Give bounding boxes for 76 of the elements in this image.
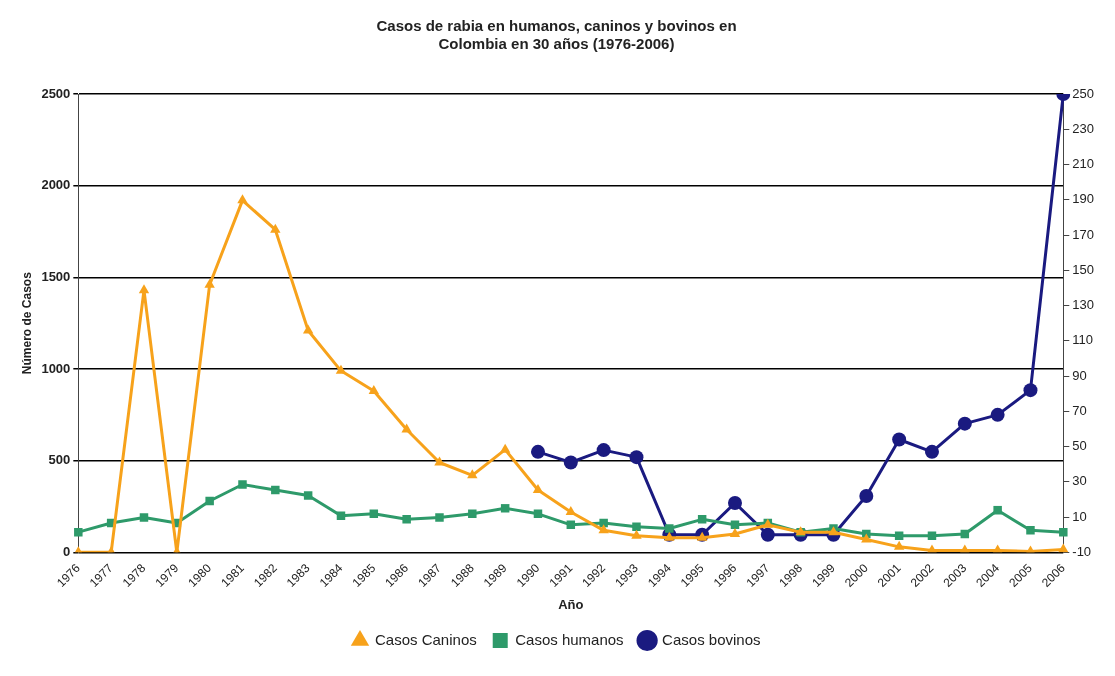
point — [1023, 383, 1038, 398]
point — [1058, 543, 1069, 553]
point — [990, 407, 1005, 422]
y2-tick-label: 70 — [1072, 402, 1087, 418]
x-axis-title: Año — [558, 596, 584, 612]
point — [892, 432, 907, 447]
point — [599, 518, 608, 528]
point — [237, 194, 248, 204]
point — [368, 385, 380, 395]
legend-label: Casos humanos — [515, 630, 624, 648]
y-tick-label: 2500 — [41, 85, 71, 101]
y2-tick-label: 250 — [1072, 85, 1095, 101]
point — [631, 529, 642, 539]
point — [499, 443, 511, 453]
point — [924, 444, 939, 459]
point — [629, 450, 644, 465]
y-axis-title: Número de Casos — [19, 271, 34, 375]
point — [596, 443, 611, 458]
point — [434, 456, 445, 466]
point — [238, 480, 247, 489]
y-tick-label: 0 — [63, 543, 71, 559]
point — [204, 278, 215, 288]
point — [563, 455, 578, 470]
point — [1026, 526, 1035, 535]
point — [530, 444, 545, 459]
point — [664, 531, 675, 541]
point — [632, 522, 641, 531]
point — [468, 509, 477, 519]
y2-tick-label: 190 — [1072, 191, 1095, 207]
point — [402, 515, 411, 524]
y2-tick-label: -10 — [1072, 543, 1092, 559]
y2-tick-label: 50 — [1072, 438, 1087, 454]
point — [598, 524, 609, 534]
point — [401, 423, 412, 433]
y2-tick-label: 170 — [1072, 226, 1095, 242]
point — [303, 491, 313, 500]
point — [435, 513, 444, 522]
point — [729, 528, 741, 538]
point — [861, 533, 872, 543]
point — [859, 488, 874, 503]
point — [138, 284, 150, 294]
point — [302, 324, 314, 334]
y2-tick-label: 130 — [1072, 297, 1095, 313]
y-tick-label: 1500 — [41, 268, 71, 284]
point — [467, 469, 478, 479]
point — [271, 485, 280, 495]
y-tick-label: 2000 — [41, 177, 71, 193]
y2-tick-label: 10 — [1072, 508, 1087, 524]
y2-tick-label: 90 — [1072, 367, 1087, 383]
point — [139, 513, 149, 522]
y2-tick-label: 30 — [1072, 473, 1087, 489]
point — [532, 484, 544, 494]
point — [993, 505, 1002, 515]
point — [270, 223, 281, 233]
point — [957, 416, 972, 431]
y-tick-label: 500 — [48, 452, 71, 468]
y2-tick-label: 210 — [1072, 156, 1095, 172]
point — [893, 540, 905, 550]
chart-title: Casos de rabia en humanos, caninos y bovinos en Colombia en 30 años (1976-2006) — [376, 17, 737, 53]
y2-tick-label: 110 — [1072, 332, 1094, 348]
point — [665, 524, 674, 533]
point — [696, 531, 708, 541]
y-tick-label: 1000 — [41, 360, 71, 376]
legend-label: Casos bovinos — [662, 630, 761, 648]
point — [335, 364, 347, 374]
y2-tick-label: 150 — [1072, 261, 1095, 277]
point — [336, 511, 346, 520]
legend-label: Casos Caninos — [375, 630, 477, 648]
point — [760, 527, 775, 542]
point — [727, 495, 742, 510]
point — [697, 515, 707, 524]
point — [500, 504, 510, 513]
y2-tick-label: 230 — [1072, 120, 1095, 136]
point — [1059, 527, 1068, 537]
point — [74, 527, 83, 537]
point — [205, 496, 214, 506]
